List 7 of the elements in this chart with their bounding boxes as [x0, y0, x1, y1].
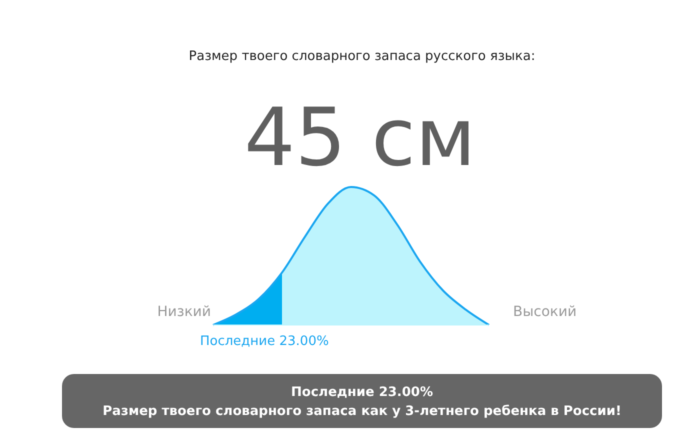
text: Размер твоего словарного запаса как у 3-летнего ребенка в России!	[102, 404, 622, 419]
text: Низкий	[157, 304, 211, 320]
text: Последние 23.00%	[200, 334, 329, 349]
chart-title: Размер твоего словарного запаса русского языка:	[188, 49, 536, 64]
text: Высокий	[513, 304, 577, 320]
chart-subtitle: 45 см	[244, 91, 476, 184]
text: Последние 23.00%	[291, 385, 433, 400]
